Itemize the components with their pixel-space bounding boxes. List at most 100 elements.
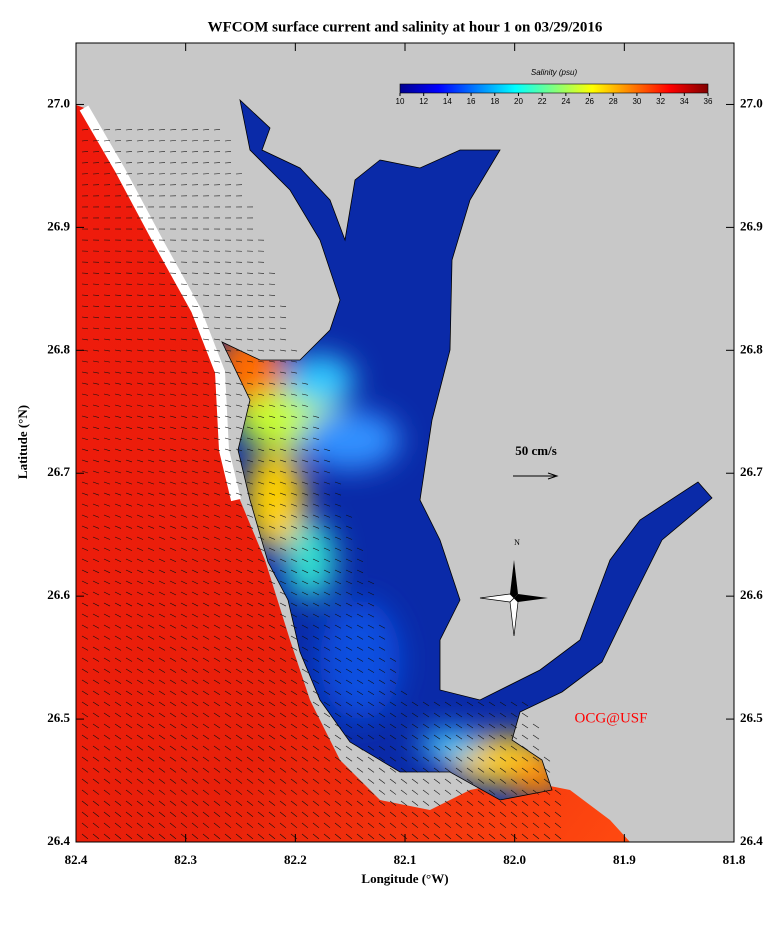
current-vector xyxy=(158,415,166,418)
current-vector xyxy=(202,393,210,396)
current-vector xyxy=(279,547,287,551)
current-vector xyxy=(202,723,210,729)
current-vector xyxy=(114,591,122,596)
current-vector xyxy=(444,745,452,751)
current-vector xyxy=(521,745,529,751)
current-vector xyxy=(191,327,199,330)
current-vector xyxy=(268,657,276,662)
current-vector xyxy=(488,822,496,829)
current-vector xyxy=(532,789,540,795)
current-vector xyxy=(125,591,133,596)
current-vector xyxy=(202,371,210,374)
current-vector xyxy=(235,294,243,296)
current-vector xyxy=(114,492,122,496)
current-vector xyxy=(81,690,89,696)
current-vector xyxy=(191,558,199,562)
current-vector xyxy=(136,547,144,551)
current-vector xyxy=(422,833,430,840)
current-vector xyxy=(312,778,320,784)
current-vector xyxy=(268,338,276,341)
current-vector xyxy=(147,492,155,496)
current-vector xyxy=(169,360,177,363)
current-vector xyxy=(191,393,199,396)
current-vector xyxy=(268,492,276,496)
current-vector xyxy=(323,613,331,618)
current-vector xyxy=(81,492,89,496)
current-vector xyxy=(235,679,243,684)
current-vector xyxy=(81,679,89,684)
current-vector xyxy=(367,679,375,684)
current-vector xyxy=(213,536,221,540)
current-vector xyxy=(136,360,144,363)
current-vector xyxy=(180,547,188,551)
current-vector xyxy=(92,349,100,352)
current-vector xyxy=(158,833,166,840)
current-vector xyxy=(499,723,507,729)
current-vector xyxy=(356,602,364,607)
current-vector xyxy=(125,503,133,507)
current-vector xyxy=(169,822,177,829)
current-vector xyxy=(224,426,232,429)
current-vector xyxy=(356,756,364,762)
current-vector xyxy=(488,756,496,762)
current-vector xyxy=(235,371,243,374)
current-vector xyxy=(301,558,309,562)
current-vector xyxy=(257,503,265,507)
current-vector xyxy=(389,734,397,740)
current-vector xyxy=(235,514,243,518)
current-vector xyxy=(257,833,265,840)
current-vector xyxy=(125,459,133,463)
current-vector xyxy=(224,701,232,707)
current-vector xyxy=(169,602,177,607)
current-vector xyxy=(103,613,111,618)
current-vector xyxy=(81,767,89,773)
current-vector xyxy=(257,580,265,585)
current-vector xyxy=(444,778,452,784)
current-vector xyxy=(268,800,276,806)
current-vector xyxy=(290,591,298,596)
current-vector xyxy=(114,536,122,540)
current-vector xyxy=(158,701,166,707)
current-vector xyxy=(235,525,243,529)
current-vector xyxy=(213,547,221,551)
current-vector xyxy=(345,668,353,673)
current-vector xyxy=(312,800,320,806)
current-vector xyxy=(213,360,221,363)
current-vector xyxy=(92,569,100,574)
current-vector xyxy=(202,128,210,131)
current-vector xyxy=(224,525,232,529)
current-vector xyxy=(268,316,276,319)
current-vector xyxy=(81,316,89,319)
current-vector xyxy=(125,712,133,718)
current-vector xyxy=(312,459,320,463)
current-vector xyxy=(279,613,287,618)
current-vector xyxy=(488,833,496,840)
current-vector xyxy=(191,459,199,463)
current-vector xyxy=(114,635,122,640)
current-vector xyxy=(257,481,265,485)
current-vector xyxy=(191,778,199,784)
current-vector xyxy=(180,459,188,463)
current-vector xyxy=(81,580,89,585)
current-vector xyxy=(323,657,331,662)
current-vector xyxy=(334,525,342,529)
current-vector xyxy=(103,558,111,562)
current-vector xyxy=(92,712,100,718)
current-vector xyxy=(180,360,188,363)
current-vector xyxy=(125,426,133,429)
current-vector xyxy=(81,756,89,762)
current-vector xyxy=(290,547,298,551)
current-vector xyxy=(158,283,166,285)
current-vector xyxy=(521,712,529,718)
current-vector xyxy=(422,734,430,740)
current-vector xyxy=(158,811,166,817)
current-vector xyxy=(147,283,155,285)
current-vector xyxy=(92,657,100,662)
current-vector xyxy=(378,745,386,751)
current-vector xyxy=(312,657,320,662)
current-vector xyxy=(103,602,111,607)
current-vector xyxy=(312,481,320,485)
current-vector xyxy=(268,668,276,673)
current-vector xyxy=(455,756,463,762)
current-vector xyxy=(279,679,287,684)
